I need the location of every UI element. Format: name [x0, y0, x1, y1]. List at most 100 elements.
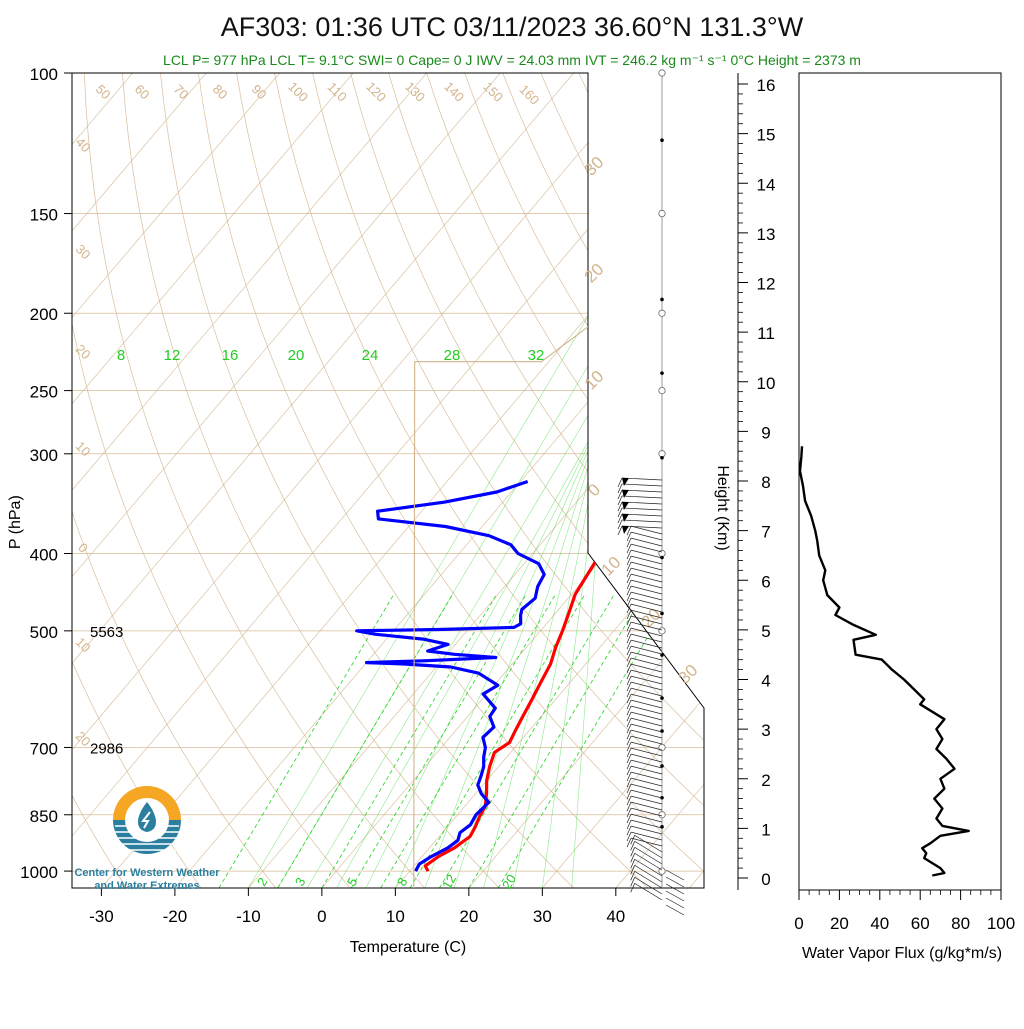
- dewpoint-profile-line: [355, 479, 546, 872]
- skewt-plot-area: [72, 73, 1024, 888]
- wind-barb-feather: [626, 729, 632, 740]
- wind-barb-shaft: [630, 825, 663, 835]
- flux-tick-label: 60: [911, 914, 930, 933]
- wind-barb-shaft: [630, 789, 663, 799]
- logo-bolt-icon: [140, 811, 151, 829]
- wind-barb-shaft: [630, 831, 663, 841]
- wind-barb-feather: [626, 807, 632, 818]
- wind-barb-shaft: [630, 795, 663, 805]
- dry-adiabat-label: 130: [402, 79, 428, 105]
- wind-barb-feather: [626, 837, 632, 848]
- dry-adiabat-line: [388, 73, 704, 888]
- dry-adiabat-line: [731, 73, 1024, 888]
- isotherm-line: [72, 73, 134, 888]
- logo-line-2: and Water Extremes: [94, 880, 199, 892]
- isotherm-line: [468, 73, 704, 888]
- mixing-ratio-line: [468, 594, 645, 888]
- wind-barb-feather: [630, 865, 636, 875]
- height-tick-label: 16: [757, 76, 776, 95]
- dry-adiabat-edge-label: 30: [73, 241, 94, 262]
- wind-barb-feather: [617, 489, 623, 500]
- height-tick-label: 5: [761, 622, 770, 641]
- height-tick-label: 11: [757, 324, 775, 343]
- x-tick-label: -20: [163, 907, 188, 926]
- wind-barb-feather: [626, 693, 632, 704]
- wind-barb-feather: [630, 853, 636, 863]
- moist-adiabat-line: [483, 313, 632, 888]
- cw3e-logo: Center for Western Weather and Water Ext…: [74, 786, 220, 892]
- wind-barb-feather: [617, 525, 623, 536]
- dry-adiabat-line: [72, 73, 276, 888]
- wind-barb-feather: [626, 537, 632, 548]
- wind-barb-shaft: [630, 609, 663, 619]
- wind-calm-circle: [658, 69, 666, 77]
- wind-barb-shaft: [630, 543, 663, 553]
- dry-adiabat-label: 100: [285, 79, 311, 105]
- mixing-ratio-line: [380, 594, 556, 888]
- wind-barb-feather: [630, 871, 636, 881]
- wind-barb-shaft: [630, 555, 663, 565]
- moist-adiabat-line: [336, 313, 661, 888]
- dry-adiabat-line: [274, 73, 704, 888]
- wind-barb-feather: [626, 747, 632, 758]
- wind-barb-shaft: [630, 627, 663, 637]
- wind-barb-feather: [617, 501, 623, 512]
- wind-barb-feather: [626, 645, 632, 656]
- wind-barb-feather: [626, 711, 632, 722]
- dry-adiabat-edge-label: 10: [73, 438, 94, 459]
- moist-adiabat-label: 10: [598, 553, 625, 580]
- wind-barb-shaft: [630, 675, 663, 685]
- wind-barb-shaft: [630, 549, 663, 559]
- height-tick-label: 7: [761, 523, 770, 542]
- wind-barb-surface: [665, 876, 685, 888]
- height-tick-label: 15: [757, 126, 776, 145]
- dry-adiabat-line: [236, 73, 704, 888]
- isotherm-line: [72, 73, 648, 888]
- y-tick-label: 200: [30, 305, 58, 324]
- dry-adiabat-edge-label: 20: [73, 341, 94, 362]
- y-tick-label: 700: [30, 739, 58, 758]
- wind-barb-feather: [626, 567, 632, 578]
- mixing-ratio-label: 32: [528, 347, 545, 364]
- y-tick-label: 150: [30, 206, 58, 225]
- dry-adiabat-label: 150: [480, 79, 506, 105]
- chart-stats: LCL P= 977 hPa LCL T= 9.1°C SWI= 0 Cape=…: [163, 52, 861, 68]
- mixing-ratio-label: 5: [344, 875, 361, 889]
- wind-barb-shaft: [630, 771, 663, 781]
- wind-barb-feather: [626, 543, 632, 554]
- mixing-ratio-line: [439, 594, 615, 888]
- wind-barb-feather: [630, 847, 636, 857]
- wind-barb-pennant: [622, 514, 629, 522]
- mixing-ratio-line: [350, 594, 527, 888]
- wind-barb-pennant: [622, 526, 629, 534]
- isotherm-line: [101, 73, 704, 888]
- wind-barb-feather: [626, 699, 632, 710]
- wind-barb-shaft: [634, 853, 663, 871]
- wind-barb-surface: [665, 869, 685, 881]
- height-tick-label: 2: [761, 771, 770, 790]
- moist-adiabat-line: [306, 313, 649, 888]
- wind-barb-shaft: [630, 663, 663, 673]
- y-tick-label: 300: [30, 446, 58, 465]
- wind-barb-feather: [617, 513, 623, 524]
- wind-barb-feather: [626, 681, 632, 692]
- wind-barb-feather: [626, 765, 632, 776]
- wind-calm-circle: [658, 743, 666, 752]
- dry-adiabat-line: [72, 73, 202, 888]
- dry-adiabat-line: [654, 73, 704, 888]
- wind-barb-shaft: [630, 531, 663, 541]
- isotherm-line: [248, 73, 704, 888]
- wind-calm-circle: [658, 386, 666, 395]
- wind-barb-shaft: [634, 835, 663, 853]
- wind-barb-shaft: [630, 753, 663, 763]
- isotherm-line: [321, 73, 704, 888]
- mixing-ratio-line: [409, 594, 586, 888]
- wind-barb-feather: [630, 859, 636, 869]
- wind-barb-shaft: [621, 507, 663, 511]
- wind-barb-feather: [626, 753, 632, 764]
- wind-barb-shaft: [630, 807, 663, 817]
- wind-barb-feather: [626, 525, 632, 536]
- wind-barb-feather: [626, 723, 632, 734]
